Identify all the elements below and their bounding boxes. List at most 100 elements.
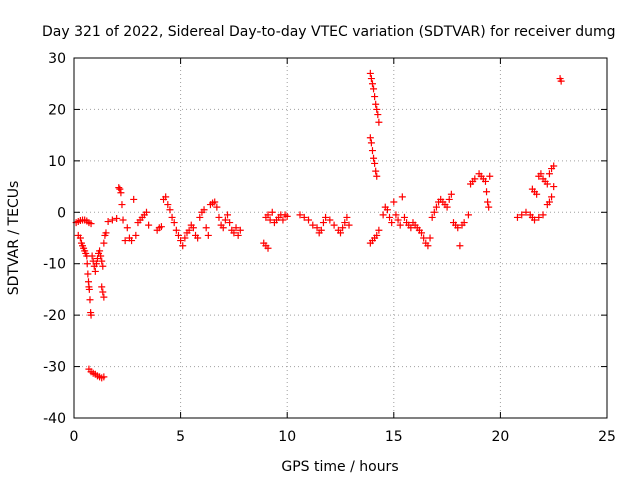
data-point-marker: [368, 80, 376, 88]
data-point-marker: [98, 283, 106, 291]
data-point-marker: [226, 219, 234, 227]
data-point-marker: [194, 234, 202, 242]
data-point-marker: [221, 216, 229, 224]
data-point-marker: [454, 224, 462, 232]
data-point-marker: [128, 237, 136, 245]
data-point-marker: [215, 213, 223, 221]
data-point-marker: [396, 221, 404, 229]
y-tick-label: -10: [43, 257, 66, 273]
data-point-marker: [533, 190, 541, 198]
x-tick-label: 15: [385, 429, 403, 445]
data-point-marker: [104, 218, 112, 226]
data-point-marker: [204, 231, 212, 239]
data-point-marker: [372, 167, 380, 175]
data-point-marker: [390, 198, 398, 206]
data-point-marker: [386, 213, 394, 221]
data-point-marker: [130, 195, 138, 203]
data-point-marker: [174, 231, 182, 239]
data-point-marker: [430, 208, 438, 216]
data-point-marker: [513, 213, 521, 221]
data-point-marker: [121, 237, 129, 245]
data-point-marker: [486, 172, 494, 180]
y-tick-label: 30: [48, 51, 66, 67]
data-point-marker: [518, 211, 526, 219]
data-point-marker: [550, 162, 558, 170]
data-point-marker: [313, 224, 321, 232]
data-point-marker: [418, 229, 426, 237]
data-point-marker: [392, 211, 400, 219]
data-point-marker: [172, 226, 180, 234]
data-point-marker: [305, 216, 313, 224]
data-point-marker: [548, 193, 556, 201]
data-point-marker: [447, 190, 455, 198]
data-point-marker: [87, 311, 95, 319]
data-point-marker: [296, 211, 304, 219]
data-point-marker: [420, 234, 428, 242]
data-point-marker: [483, 188, 491, 196]
data-point-marker: [234, 231, 242, 239]
data-point-marker: [543, 180, 551, 188]
data-point-marker: [337, 229, 344, 237]
data-point-marker: [375, 226, 383, 234]
data-point-marker: [343, 213, 351, 221]
data-point-marker: [84, 270, 92, 278]
data-point-marker: [115, 184, 123, 192]
data-point-marker: [339, 224, 347, 232]
data-point-marker: [445, 195, 453, 203]
data-point-marker: [464, 211, 472, 219]
y-tick-label: -20: [43, 308, 66, 324]
data-point-marker: [326, 216, 334, 224]
data-point-marker: [373, 231, 381, 239]
data-point-marker: [379, 211, 387, 219]
data-point-marker: [119, 216, 127, 224]
data-point-marker: [322, 213, 330, 221]
data-point-marker: [117, 189, 125, 197]
data-point-marker: [170, 219, 178, 227]
data-point-marker: [87, 220, 95, 228]
data-point-marker: [460, 219, 468, 227]
y-axis-label: SDTVAR / TECUs: [6, 181, 22, 296]
data-point-marker: [99, 262, 107, 270]
data-point-marker: [366, 134, 374, 142]
data-point-marker: [345, 221, 353, 229]
data-point-marker: [164, 201, 172, 209]
data-point-marker: [200, 206, 208, 214]
data-point-marker: [96, 247, 104, 255]
data-point-marker: [388, 219, 396, 227]
data-point-marker: [484, 198, 492, 206]
data-point-marker: [317, 226, 325, 234]
data-point-marker: [266, 216, 274, 224]
data-point-marker: [330, 221, 338, 229]
data-point-marker: [100, 373, 108, 381]
data-point-marker: [157, 223, 165, 231]
data-point-marker: [367, 75, 375, 83]
y-tick-label: -30: [43, 360, 66, 376]
data-point-marker: [118, 201, 126, 209]
data-point-marker: [224, 211, 232, 219]
x-tick-label: 5: [176, 429, 185, 445]
data-point-marker: [550, 183, 558, 191]
data-point-marker: [375, 118, 383, 126]
data-point-marker: [123, 224, 131, 232]
data-point-marker: [91, 267, 99, 275]
data-point-marker: [370, 85, 378, 93]
y-tick-label: 20: [48, 102, 66, 118]
data-point-marker: [177, 237, 185, 245]
data-point-marker: [168, 213, 176, 221]
data-point-marker: [98, 257, 106, 265]
data-points: [72, 69, 565, 382]
data-point-marker: [76, 234, 84, 242]
data-point-marker: [535, 213, 543, 221]
data-point-marker: [189, 224, 197, 232]
x-tick-label: 0: [70, 429, 79, 445]
data-point-marker: [400, 213, 408, 221]
x-axis-label: GPS time / hours: [281, 459, 398, 475]
data-point-marker: [531, 216, 539, 224]
data-point-marker: [368, 147, 376, 155]
y-tick-label: 0: [57, 205, 66, 221]
data-point-marker: [443, 203, 451, 211]
plot-frame: [73, 57, 608, 419]
grid-lines: [74, 58, 607, 418]
data-point-marker: [398, 193, 406, 201]
